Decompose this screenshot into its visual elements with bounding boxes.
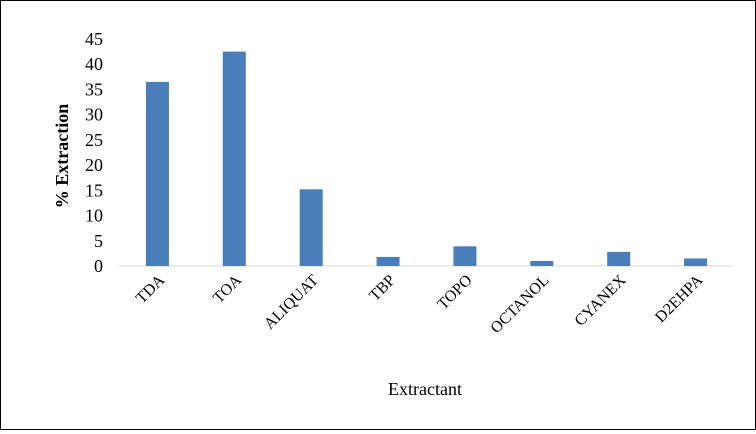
bar-octanol — [530, 260, 554, 266]
y-axis-title: % Extraction — [52, 104, 72, 208]
bar-tda — [145, 81, 169, 266]
x-tick-label: TOA — [210, 271, 245, 306]
y-tick-label: 25 — [85, 130, 103, 150]
x-tick-label: CYANEX — [572, 271, 630, 329]
x-axis-title: Extractant — [388, 379, 462, 399]
bar-cyanex — [607, 251, 631, 266]
bar-toa — [222, 51, 246, 266]
x-axis-categories: TDA TOA ALIQUAT TBP TOPO OCTANOL CYANEX D2EHPA — [133, 271, 707, 336]
y-tick-label: 30 — [85, 105, 103, 125]
x-tick-label: D2EHPA — [652, 271, 707, 326]
y-tick-label: 35 — [85, 79, 103, 99]
x-tick-label: OCTANOL — [487, 272, 552, 337]
y-tick-label: 15 — [85, 180, 103, 200]
bar-tbp — [376, 256, 400, 266]
y-tick-label: 45 — [85, 29, 103, 49]
bar-topo — [453, 246, 477, 266]
bars — [145, 51, 708, 266]
x-tick-label: ALIQUAT — [261, 272, 322, 333]
x-tick-label: TBP — [366, 272, 399, 305]
y-tick-label: 20 — [85, 155, 103, 175]
x-tick-label: TDA — [133, 271, 169, 307]
y-tick-label: 5 — [94, 231, 103, 251]
y-axis-ticks: 0 5 10 15 20 25 30 35 40 45 — [85, 29, 103, 276]
y-tick-label: 0 — [94, 256, 103, 276]
x-tick-label: TOPO — [434, 272, 475, 313]
bar-d2ehpa — [684, 258, 708, 266]
bar-aliquat — [299, 189, 323, 266]
y-tick-label: 10 — [85, 206, 103, 226]
y-tick-label: 40 — [85, 54, 103, 74]
